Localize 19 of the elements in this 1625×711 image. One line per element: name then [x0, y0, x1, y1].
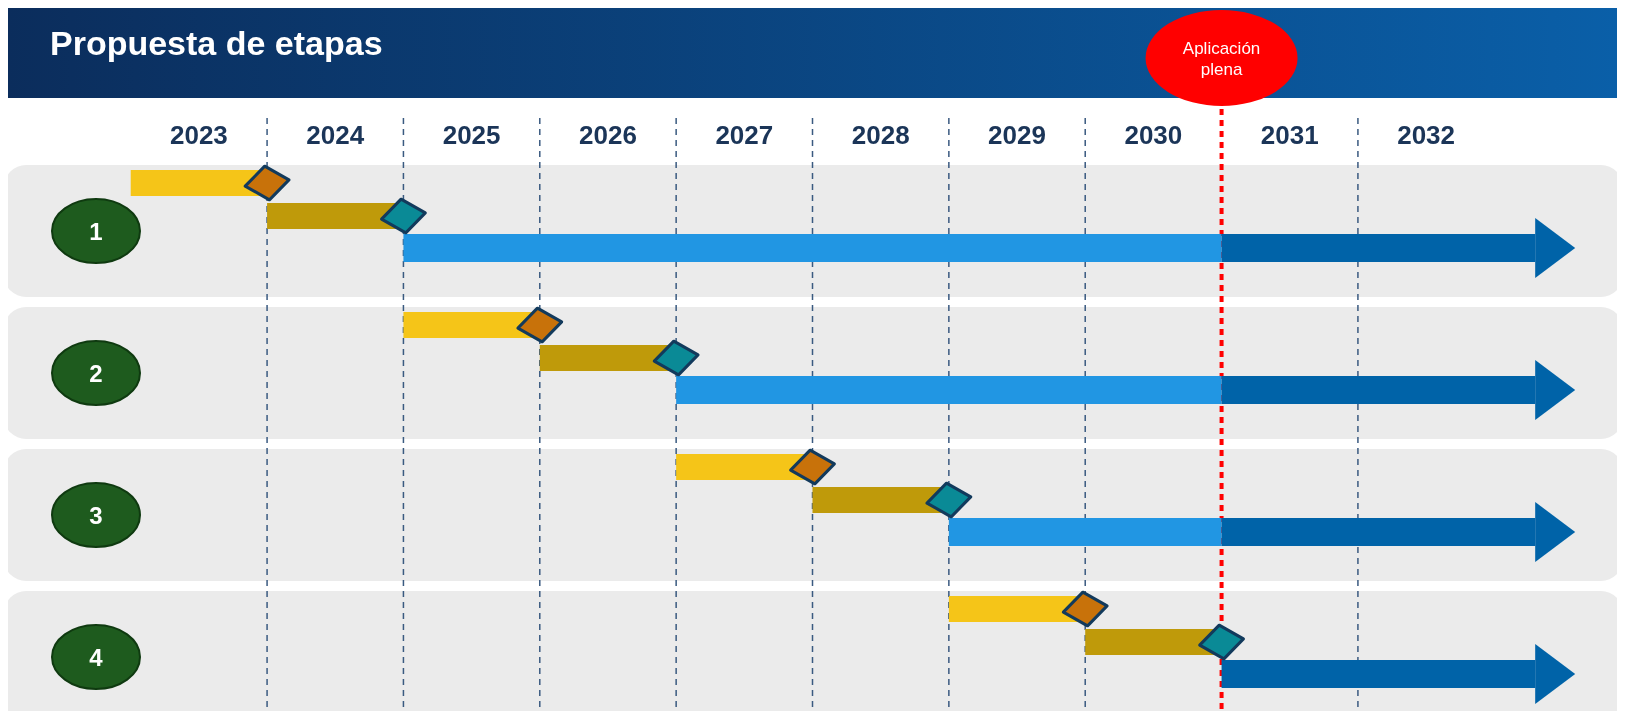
bar [403, 234, 1222, 262]
y-tick-label: 1 [89, 218, 103, 245]
y-tick-label: 4 [89, 644, 104, 671]
bar [948, 518, 1222, 546]
x-tick-label: 2028 [851, 120, 910, 150]
chart-title: Propuesta de etapas [50, 24, 383, 62]
x-tick-label: 2024 [306, 120, 365, 150]
x-tick-label: 2031 [1260, 120, 1319, 150]
x-tick-label: 2029 [988, 120, 1046, 150]
x-tick-label: 2023 [169, 120, 228, 150]
x-tick-label: 2027 [715, 120, 774, 150]
bar [676, 376, 1222, 404]
ref-line-label: Aplicación plena [1182, 39, 1261, 79]
x-tick-label: 2025 [442, 120, 501, 150]
y-tick-label: 2 [89, 360, 103, 387]
y-tick-label: 3 [89, 502, 103, 529]
x-tick-label: 2026 [579, 120, 637, 150]
x-tick-label: 2030 [1124, 120, 1183, 150]
x-tick-label: 2032 [1397, 120, 1456, 150]
